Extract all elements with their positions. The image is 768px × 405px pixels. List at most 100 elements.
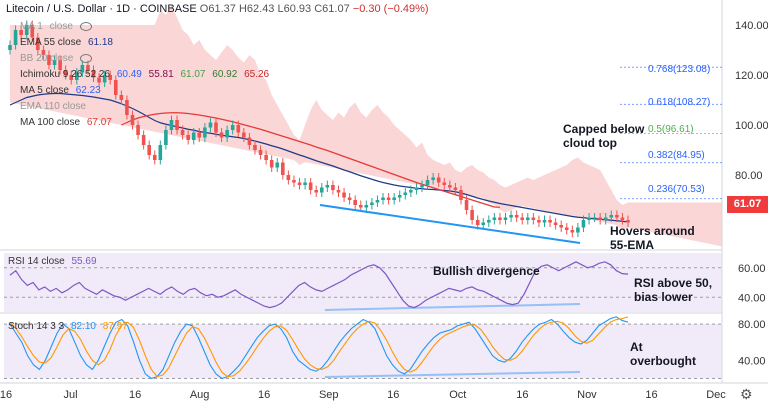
candle-body xyxy=(303,182,307,185)
low-value: L60.93 xyxy=(277,3,312,15)
time-axis-tick: Aug xyxy=(190,389,210,401)
candle-body xyxy=(308,182,313,190)
annotation-hovers-line2: 55-EMA xyxy=(610,238,655,252)
candle-body xyxy=(158,145,163,160)
time-axis-tick: 16 xyxy=(258,389,270,401)
candle-body xyxy=(626,220,630,223)
candle-body xyxy=(409,190,413,193)
gear-icon[interactable]: ⚙ xyxy=(740,386,753,402)
price-support-trendline xyxy=(319,204,581,244)
candle-body xyxy=(431,177,435,180)
candle-body xyxy=(136,125,140,135)
candle-body xyxy=(203,127,207,138)
candle-body xyxy=(269,160,274,168)
time-axis-tick: 16 xyxy=(645,389,657,401)
stoch-pane-label[interactable]: Stoch 14 3 3 82.10 87.97 xyxy=(8,321,128,332)
indicator-ma-top[interactable]: MA 1 close xyxy=(20,21,92,32)
rsi-pane-label[interactable]: RSI 14 close 55.69 xyxy=(8,256,97,267)
fib-label-0382: 0.382(84.95) xyxy=(648,150,705,161)
eye-off-icon[interactable] xyxy=(79,21,92,31)
indicator-ma5-label: MA 5 close xyxy=(20,85,69,96)
candle-body xyxy=(358,205,363,208)
time-axis-tick: Sep xyxy=(319,389,339,401)
indicator-ema110-label: EMA 110 close xyxy=(20,101,86,112)
candle-body xyxy=(487,220,491,223)
ema55-line xyxy=(9,92,629,223)
fib-label-0236: 0.236(70.53) xyxy=(648,184,705,195)
candle-body xyxy=(453,187,458,190)
candle-body xyxy=(113,80,118,95)
annotation-hovers-line1: Hovers around xyxy=(610,224,695,238)
candle-body xyxy=(548,220,552,223)
candle-body xyxy=(275,162,280,168)
rsi-label-value: 55.69 xyxy=(71,256,97,267)
indicator-ema55[interactable]: EMA 55 close 61.18 xyxy=(20,37,113,48)
annotation-bullish-divergence: Bullish divergence xyxy=(433,264,540,278)
candle-body xyxy=(498,217,502,220)
candle-body xyxy=(147,145,151,155)
candle-body xyxy=(86,65,90,70)
candle-body xyxy=(180,130,185,135)
change-value: −0.30 (−0.49%) xyxy=(352,3,429,15)
eye-off-icon[interactable] xyxy=(80,53,93,63)
indicator-ma5[interactable]: MA 5 close 62.23 xyxy=(20,85,101,96)
candle-body xyxy=(381,197,385,200)
candle-body xyxy=(264,155,268,160)
candle-body xyxy=(592,217,597,219)
candle-body xyxy=(386,197,391,200)
candle-body xyxy=(225,130,229,138)
candle-body xyxy=(603,217,608,220)
candle-body xyxy=(242,132,246,138)
candle-body xyxy=(464,200,469,210)
time-axis-tick: 16 xyxy=(387,389,399,401)
ichimoku-conversion: 60.49 xyxy=(116,69,142,80)
annotation-capped-line2: cloud top xyxy=(563,136,617,150)
candle-body xyxy=(531,217,536,220)
time-axis-tick: 16 xyxy=(129,389,141,401)
time-axis-tick: Jul xyxy=(64,389,78,401)
candle-body xyxy=(125,100,129,115)
candle-body xyxy=(253,145,257,150)
candle-body xyxy=(475,220,480,225)
candle-body xyxy=(91,70,96,78)
candle-body xyxy=(197,132,202,138)
indicator-bb20-label: BB 20 close xyxy=(20,53,74,64)
symbol-title[interactable]: Litecoin / U.S. Dollar · 1D · COINBASE xyxy=(6,3,197,15)
open-value: O61.37 xyxy=(199,3,236,15)
candle-body xyxy=(392,197,396,200)
indicator-bb20[interactable]: BB 20 close xyxy=(20,53,93,64)
candle-body xyxy=(130,115,135,125)
time-axis-tick: Dec xyxy=(706,389,726,401)
candle-body xyxy=(587,217,591,220)
candle-body xyxy=(236,125,241,133)
indicator-ma100[interactable]: MA 100 close 67.07 xyxy=(20,117,112,128)
ichimoku-span-a: 60.92 xyxy=(212,69,238,80)
candle-body xyxy=(520,217,525,220)
indicator-ema110[interactable]: EMA 110 close xyxy=(20,101,86,112)
candle-body xyxy=(375,200,380,203)
candle-body xyxy=(620,217,625,220)
candle-body xyxy=(8,45,12,50)
candle-body xyxy=(481,222,486,225)
candle-body xyxy=(80,65,85,73)
candle-body xyxy=(52,60,57,65)
fib-label-0768: 0.768(123.08) xyxy=(648,64,711,75)
rsi-axis-tick: 60.00 xyxy=(738,263,766,275)
indicator-ichimoku[interactable]: Ichimoku 9 26 52 26 60.49 55.81 61.07 60… xyxy=(20,69,269,80)
candle-body xyxy=(281,162,285,175)
candle-body xyxy=(208,122,213,128)
candle-body xyxy=(36,37,40,50)
annotation-capped-line1: Capped below xyxy=(563,122,645,136)
candle-body xyxy=(425,180,430,185)
candle-body xyxy=(509,215,513,218)
candle-body xyxy=(152,155,157,160)
candle-body xyxy=(230,125,235,130)
candle-body xyxy=(514,215,519,218)
candle-body xyxy=(414,187,419,190)
ichimoku-span-b: 65.26 xyxy=(244,69,270,80)
candle-body xyxy=(191,132,196,140)
ichimoku-lagging: 61.07 xyxy=(180,69,206,80)
price-axis-tick: 140.00 xyxy=(735,20,768,32)
indicator-ma5-value: 62.23 xyxy=(75,85,101,96)
